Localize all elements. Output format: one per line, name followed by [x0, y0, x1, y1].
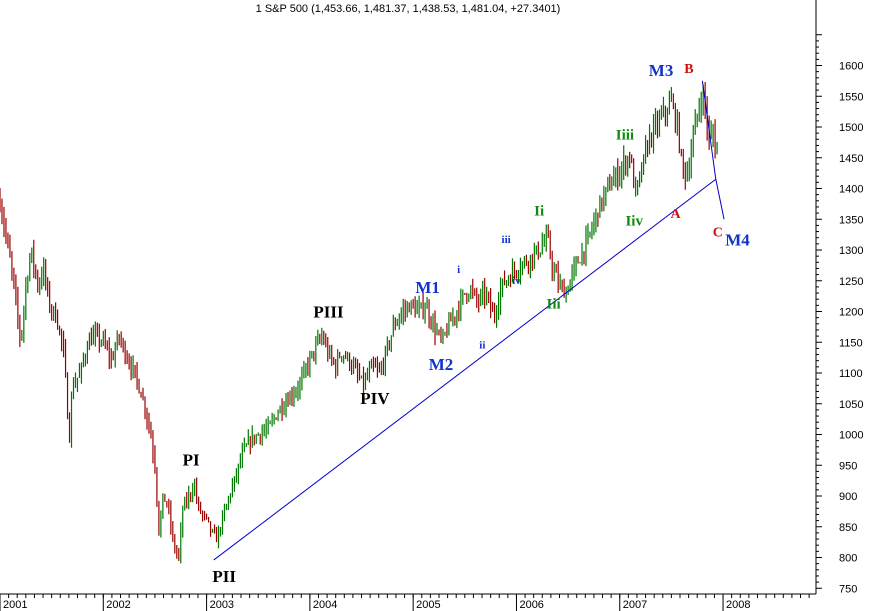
y-tick-label: 800 [839, 553, 857, 565]
y-tick-label: 950 [839, 460, 857, 472]
wave-label: iii [502, 234, 511, 246]
y-tick-label: 1350 [839, 214, 863, 226]
wave-label: ii [479, 339, 485, 351]
wave-label: i [457, 264, 460, 276]
y-tick-label: 1450 [839, 153, 863, 165]
chart-title: 1 S&P 500 (1,453.66, 1,481.37, 1,438.53,… [256, 3, 561, 15]
y-tick-label: 1150 [839, 337, 863, 349]
x-tick-label: 2007 [623, 599, 647, 611]
y-tick-label: 1250 [839, 276, 863, 288]
y-tick-label: 750 [839, 583, 857, 595]
y-tick-label: 1100 [839, 368, 863, 380]
wave-label: B [684, 62, 693, 77]
x-tick-label: 2004 [313, 599, 337, 611]
wave-label: M1 [415, 278, 440, 297]
price-bars [0, 81, 718, 564]
wave-label: M3 [649, 61, 674, 80]
y-tick-label: 1600 [839, 61, 863, 73]
x-tick-label: 2003 [210, 599, 234, 611]
y-tick-label: 1200 [839, 307, 863, 319]
y-tick-label: 1050 [839, 399, 863, 411]
y-tick-label: 850 [839, 522, 857, 534]
trendlines [213, 80, 725, 561]
x-axis-ticks: 2001 2002 2003 2004 2005 2006 2007 2008 [0, 594, 810, 611]
x-tick-label: 2006 [519, 599, 543, 611]
wave-label: M2 [429, 355, 454, 374]
wave-label: A [670, 207, 681, 222]
wave-label: Iiv [625, 213, 643, 229]
y-tick-label: 1400 [839, 184, 863, 196]
x-tick-label: 2001 [3, 599, 27, 611]
wave-label: Ii [534, 204, 544, 220]
wave-label: Iii [547, 296, 561, 312]
wave-label: M4 [725, 231, 750, 250]
y-tick-label: 1000 [839, 430, 863, 442]
trendline-support [213, 178, 717, 561]
y-tick-label: 1550 [839, 91, 863, 103]
wave-label: Iiii [616, 127, 634, 143]
wave-label: PIV [360, 389, 390, 408]
wave-labels: PIPIIPIIIPIVM1M2M3M4iiiiiiivIiIiiIiiiIiv… [183, 61, 751, 586]
wave-label: PIII [313, 303, 344, 322]
wave-label: PI [183, 450, 200, 469]
wave-label: C [713, 225, 723, 240]
y-tick-label: 1500 [839, 122, 863, 134]
x-tick-label: 2002 [106, 599, 130, 611]
y-tick-label: 1300 [839, 245, 863, 257]
trendline-projection [701, 80, 725, 220]
wave-label: PII [212, 567, 236, 586]
wave-label: iv [512, 275, 521, 287]
x-tick-label: 2008 [726, 599, 750, 611]
y-axis-ticks: 7007508008509009501000105011001150120012… [816, 34, 863, 595]
x-tick-label: 2005 [416, 599, 440, 611]
y-tick-label: 900 [839, 491, 857, 503]
